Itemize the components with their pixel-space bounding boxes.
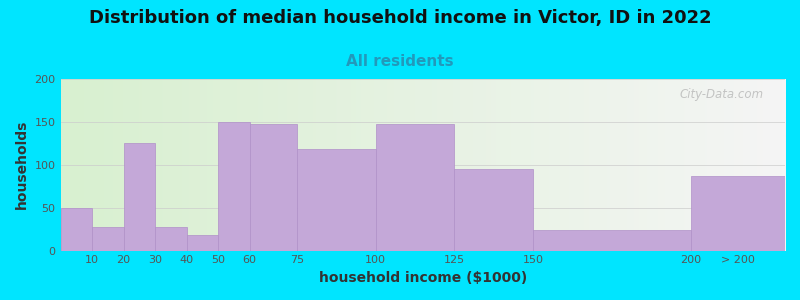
X-axis label: household income ($1000): household income ($1000) xyxy=(318,271,527,285)
Bar xyxy=(186,235,218,250)
Bar xyxy=(297,149,375,250)
Bar xyxy=(375,124,454,250)
Bar xyxy=(61,208,92,250)
Y-axis label: households: households xyxy=(15,120,29,209)
Bar xyxy=(690,176,785,250)
Bar xyxy=(92,226,123,250)
Bar xyxy=(250,124,297,250)
Text: Distribution of median household income in Victor, ID in 2022: Distribution of median household income … xyxy=(89,9,711,27)
Bar xyxy=(218,122,250,250)
Bar xyxy=(123,143,155,250)
Bar xyxy=(454,169,533,250)
Text: All residents: All residents xyxy=(346,54,454,69)
Bar xyxy=(533,230,690,250)
Text: City-Data.com: City-Data.com xyxy=(679,88,763,100)
Bar xyxy=(155,226,186,250)
